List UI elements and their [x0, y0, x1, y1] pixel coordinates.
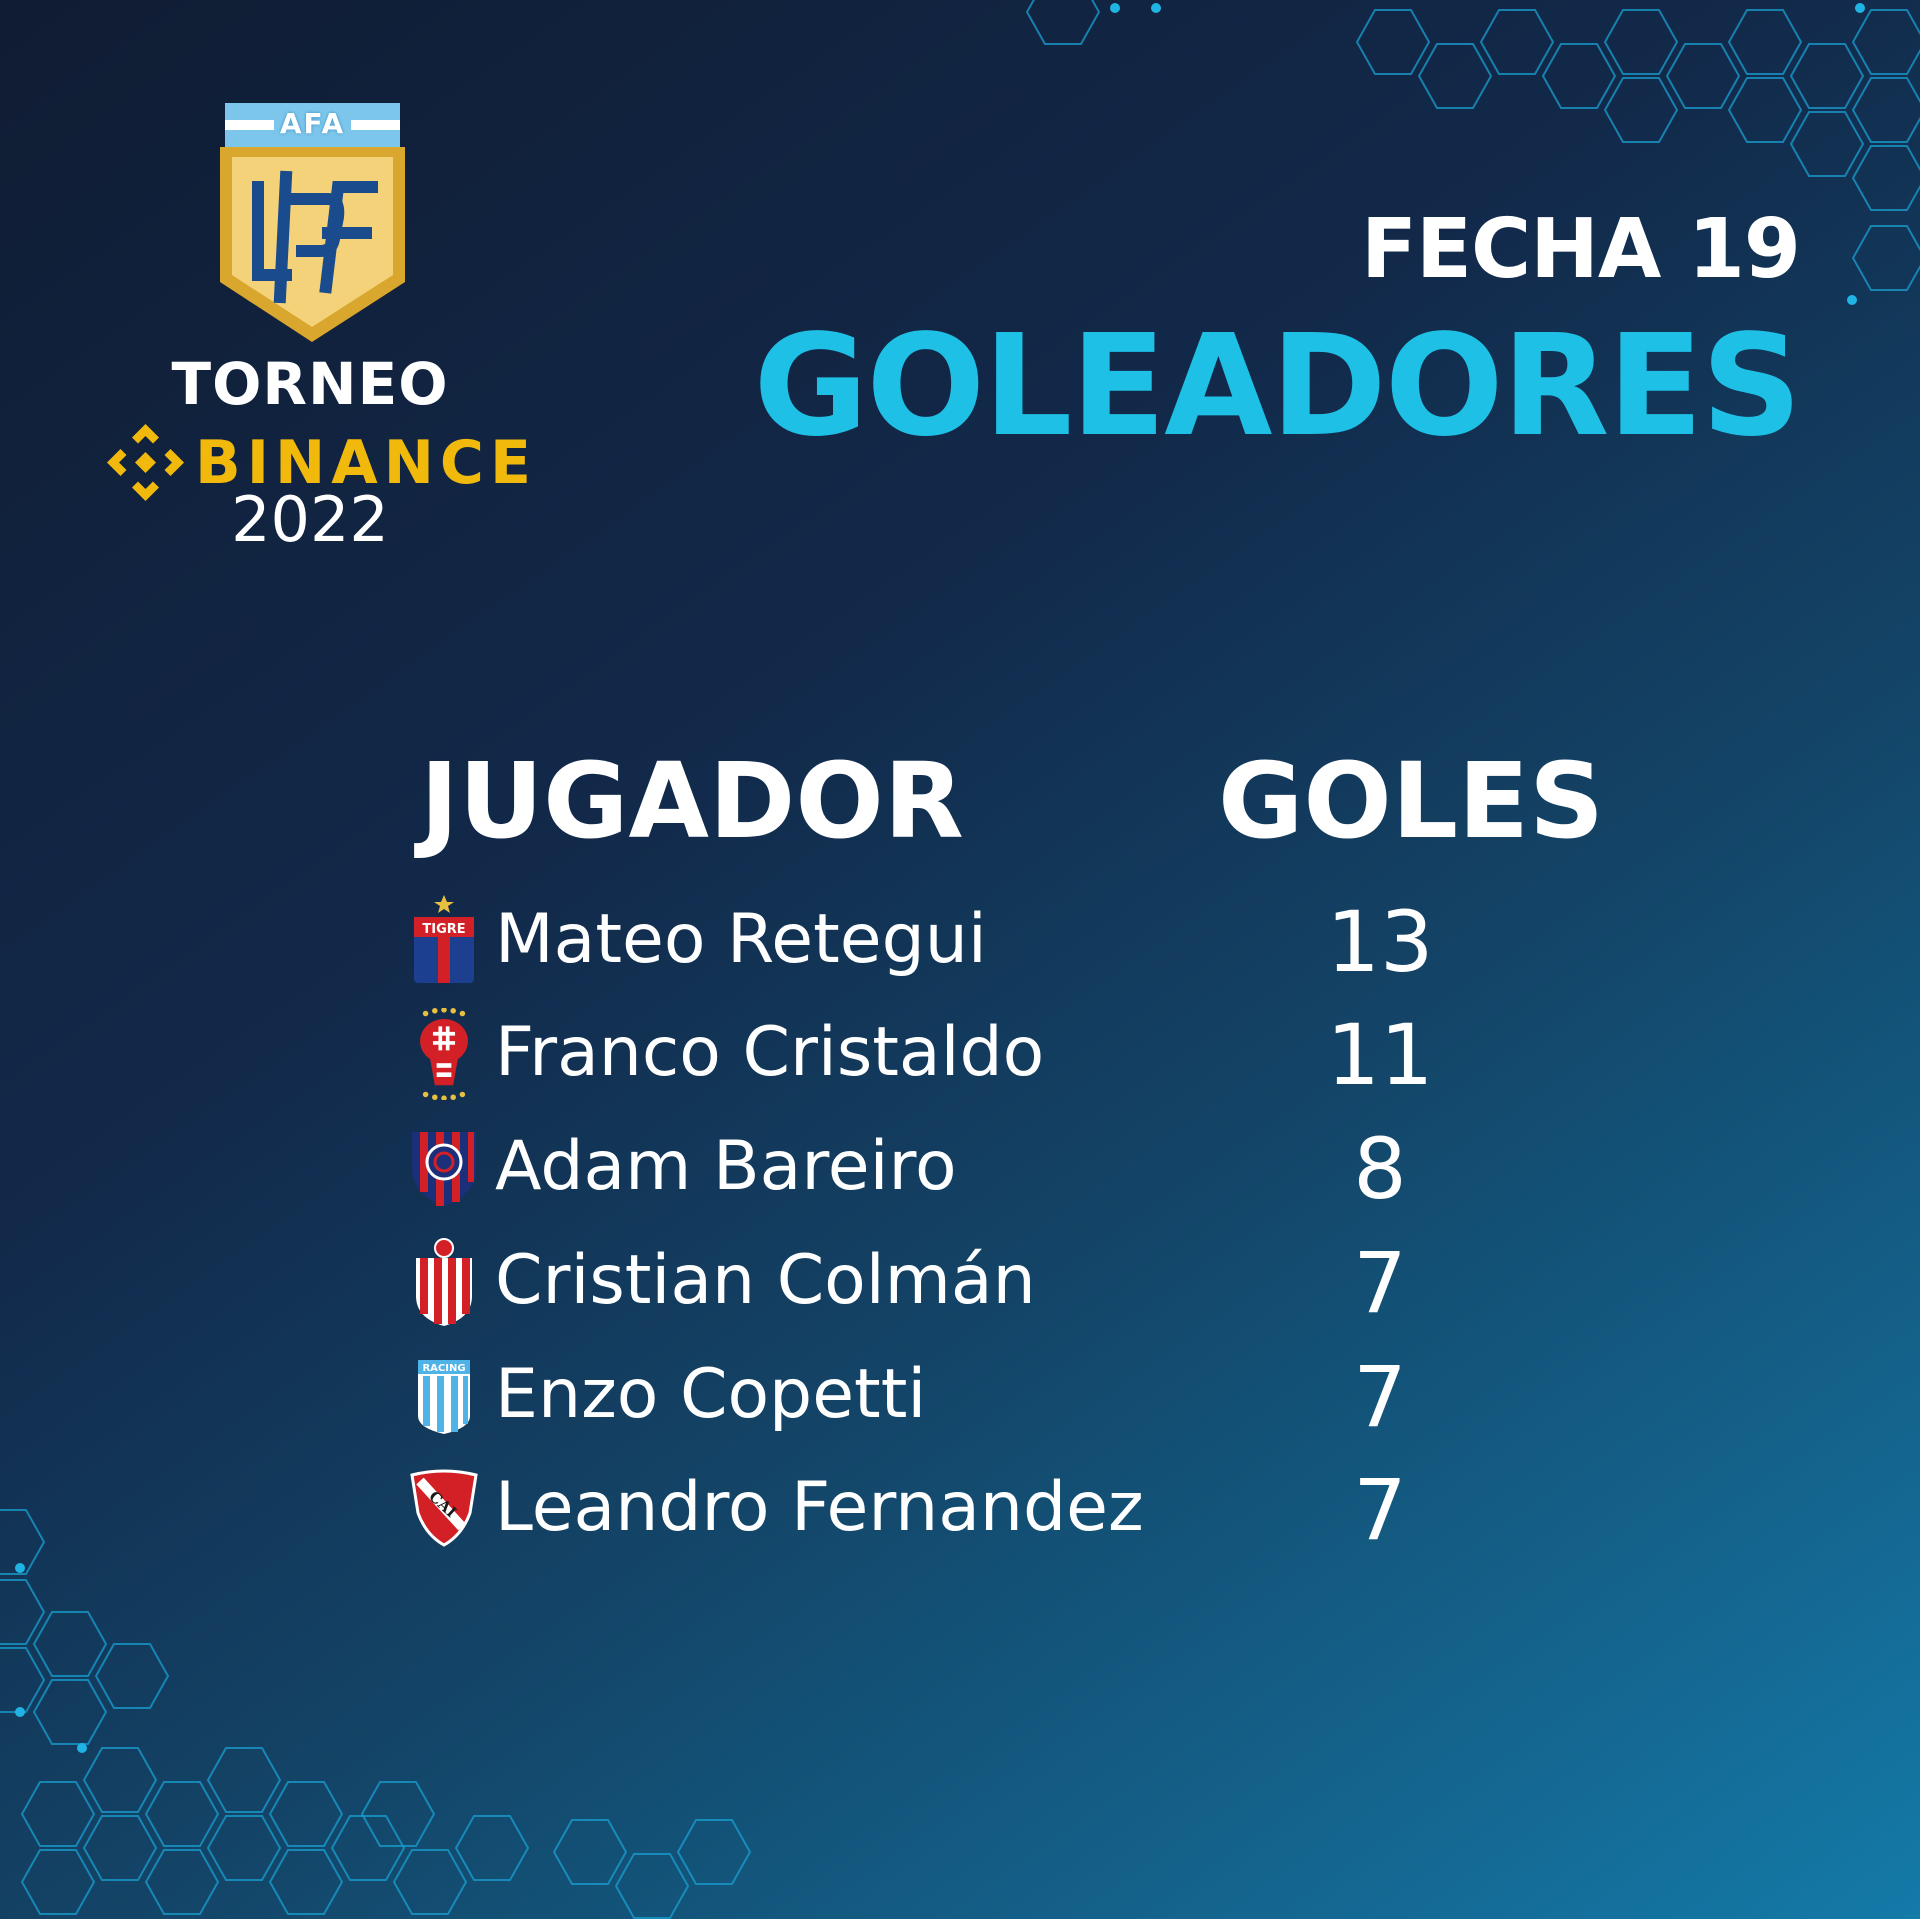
column-header-player: JUGADOR — [420, 740, 964, 862]
racing-crest-icon: RACING — [418, 1360, 470, 1434]
svg-text:RACING: RACING — [422, 1363, 465, 1374]
table-row: RACING Enzo Copetti 7 — [410, 1348, 1510, 1450]
tigre-crest-icon: TIGRE — [414, 895, 474, 983]
player-name: Mateo Retegui — [495, 900, 987, 979]
page-title: GOLEADORES — [753, 305, 1802, 468]
torneo-binance-logo: AFA TORNEO BINANCE 2022 — [95, 95, 535, 565]
table-row: Adam Bareiro 8 — [410, 1120, 1510, 1222]
torneo-label: TORNEO — [171, 350, 449, 418]
binance-diamond-icon — [107, 424, 184, 501]
goals-value: 7 — [1353, 1461, 1407, 1559]
goals-value: 7 — [1353, 1234, 1407, 1332]
year-label: 2022 — [231, 483, 389, 556]
lpf-shield-icon — [220, 147, 405, 342]
huracan-crest-icon — [420, 1008, 468, 1100]
table-row: TIGRE Mateo Retegui 13 — [410, 893, 1510, 995]
table-row: Franco Cristaldo 11 — [410, 1006, 1510, 1108]
barracas-central-crest-icon — [416, 1238, 472, 1326]
table-row: Cristian Colmán 7 — [410, 1234, 1510, 1336]
san-lorenzo-crest-icon — [412, 1132, 476, 1206]
afa-label: AFA — [273, 107, 352, 140]
svg-text:TIGRE: TIGRE — [422, 922, 465, 937]
independiente-crest-icon: CAI — [410, 1469, 478, 1547]
binance-label: BINANCE — [195, 428, 537, 498]
goals-value: 11 — [1326, 1006, 1434, 1104]
goals-value: 7 — [1353, 1348, 1407, 1446]
binance-row: BINANCE — [103, 420, 533, 510]
column-header-goals: GOLES — [1218, 740, 1604, 862]
goals-value: 13 — [1326, 893, 1434, 991]
player-name: Leandro Fernandez — [495, 1468, 1144, 1547]
round-label: FECHA 19 — [1361, 202, 1801, 297]
afa-banner: AFA — [225, 103, 400, 147]
goals-value: 8 — [1353, 1120, 1407, 1218]
player-name: Adam Bareiro — [495, 1127, 957, 1206]
player-name: Franco Cristaldo — [495, 1013, 1045, 1092]
player-name: Cristian Colmán — [495, 1241, 1036, 1320]
table-row: CAI Leandro Fernandez 7 — [410, 1461, 1510, 1563]
player-name: Enzo Copetti — [495, 1355, 927, 1434]
